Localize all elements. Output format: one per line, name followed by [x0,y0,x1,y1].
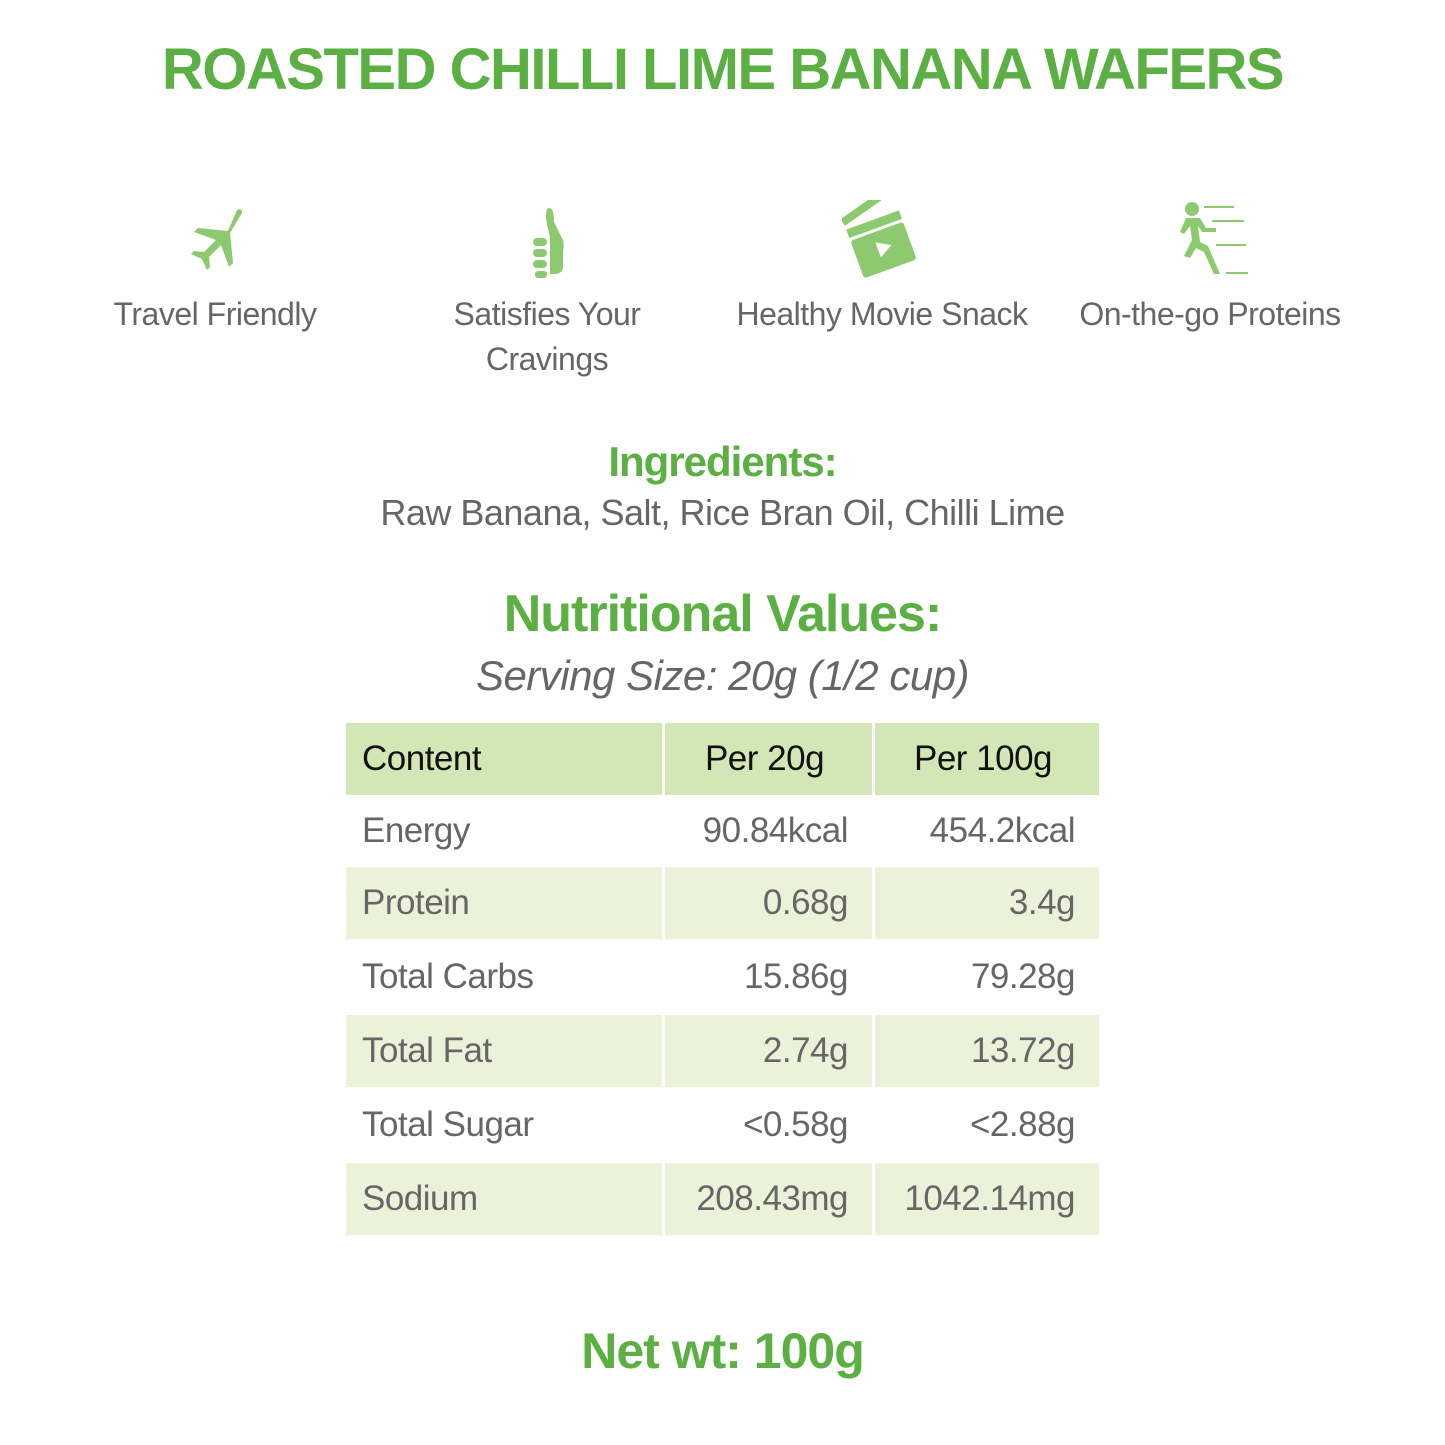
feature-travel-friendly: Travel Friendly [65,200,365,337]
value-per-20g: 2.74g [665,1015,872,1087]
nutrition-heading: Nutritional Values: [503,585,943,643]
header-content: Content [346,723,662,795]
table-row: Sodium 208.43mg 1042.14mg [346,1163,1099,1235]
feature-label: Satisfies Your Cravings [453,296,641,377]
net-weight: Net wt: 100g [581,1323,865,1379]
value-per-20g: 208.43mg [665,1163,872,1235]
feature-label: On-the-go Proteins [1079,296,1341,332]
nutrient-name: Total Fat [346,1015,662,1087]
value-per-100g: 3.4g [875,867,1099,939]
value-per-20g: <0.58g [742,1105,849,1144]
nutrient-name: Total Carbs [362,957,534,996]
value-per-100g: 13.72g [875,1015,1099,1087]
product-title: ROASTED CHILLI LIME BANANA WAFERS [161,37,1285,102]
nutrient-name: Sodium [346,1163,662,1235]
nutrient-name: Energy [362,811,470,850]
value-per-20g: 15.86g [743,957,849,996]
feature-label: Travel Friendly [113,296,317,332]
value-per-100g: 1042.14mg [875,1163,1099,1235]
table-row: Energy 90.84kcal 454.2kcal [346,795,1099,867]
feature-satisfies-cravings: Satisfies Your Cravings [397,200,697,382]
clapperboard-icon [842,200,916,278]
airplane-icon [191,209,243,270]
value-per-100g: 79.28g [970,957,1076,996]
table-row: Total Fat 2.74g 13.72g [346,1015,1099,1087]
ingredients-text: Raw Banana, Salt, Rice Bran Oil, Chilli … [380,492,1065,533]
value-per-20g: 0.68g [665,867,872,939]
value-per-100g: <2.88g [969,1105,1076,1144]
header-per-20g: Per 20g [665,723,872,795]
feature-label: Healthy Movie Snack [736,296,1028,332]
value-per-100g: 454.2kcal [929,811,1076,850]
nutrition-table: Content Per 20g Per 100g Energy 90.84kcal… [343,723,1102,1235]
nutrient-name: Total Sugar [362,1105,534,1144]
nutrient-name: Protein [346,867,662,939]
value-per-20g: 90.84kcal [702,811,849,850]
feature-on-the-go-proteins: On-the-go Proteins [1060,200,1360,337]
header-per-100g: Per 100g [875,723,1099,795]
table-row: Protein 0.68g 3.4g [346,867,1099,939]
running-person-icon [1180,202,1248,274]
table-row: Total Sugar <0.58g <2.88g [346,1087,1099,1163]
feature-healthy-movie-snack: Healthy Movie Snack [732,200,1032,337]
serving-size: Serving Size: 20g (1/2 cup) [475,652,970,699]
thumbs-up-icon [533,208,564,278]
table-header-row: Content Per 20g Per 100g [346,723,1099,795]
ingredients-heading: Ingredients: [608,438,837,485]
table-row: Total Carbs 15.86g 79.28g [346,939,1099,1015]
